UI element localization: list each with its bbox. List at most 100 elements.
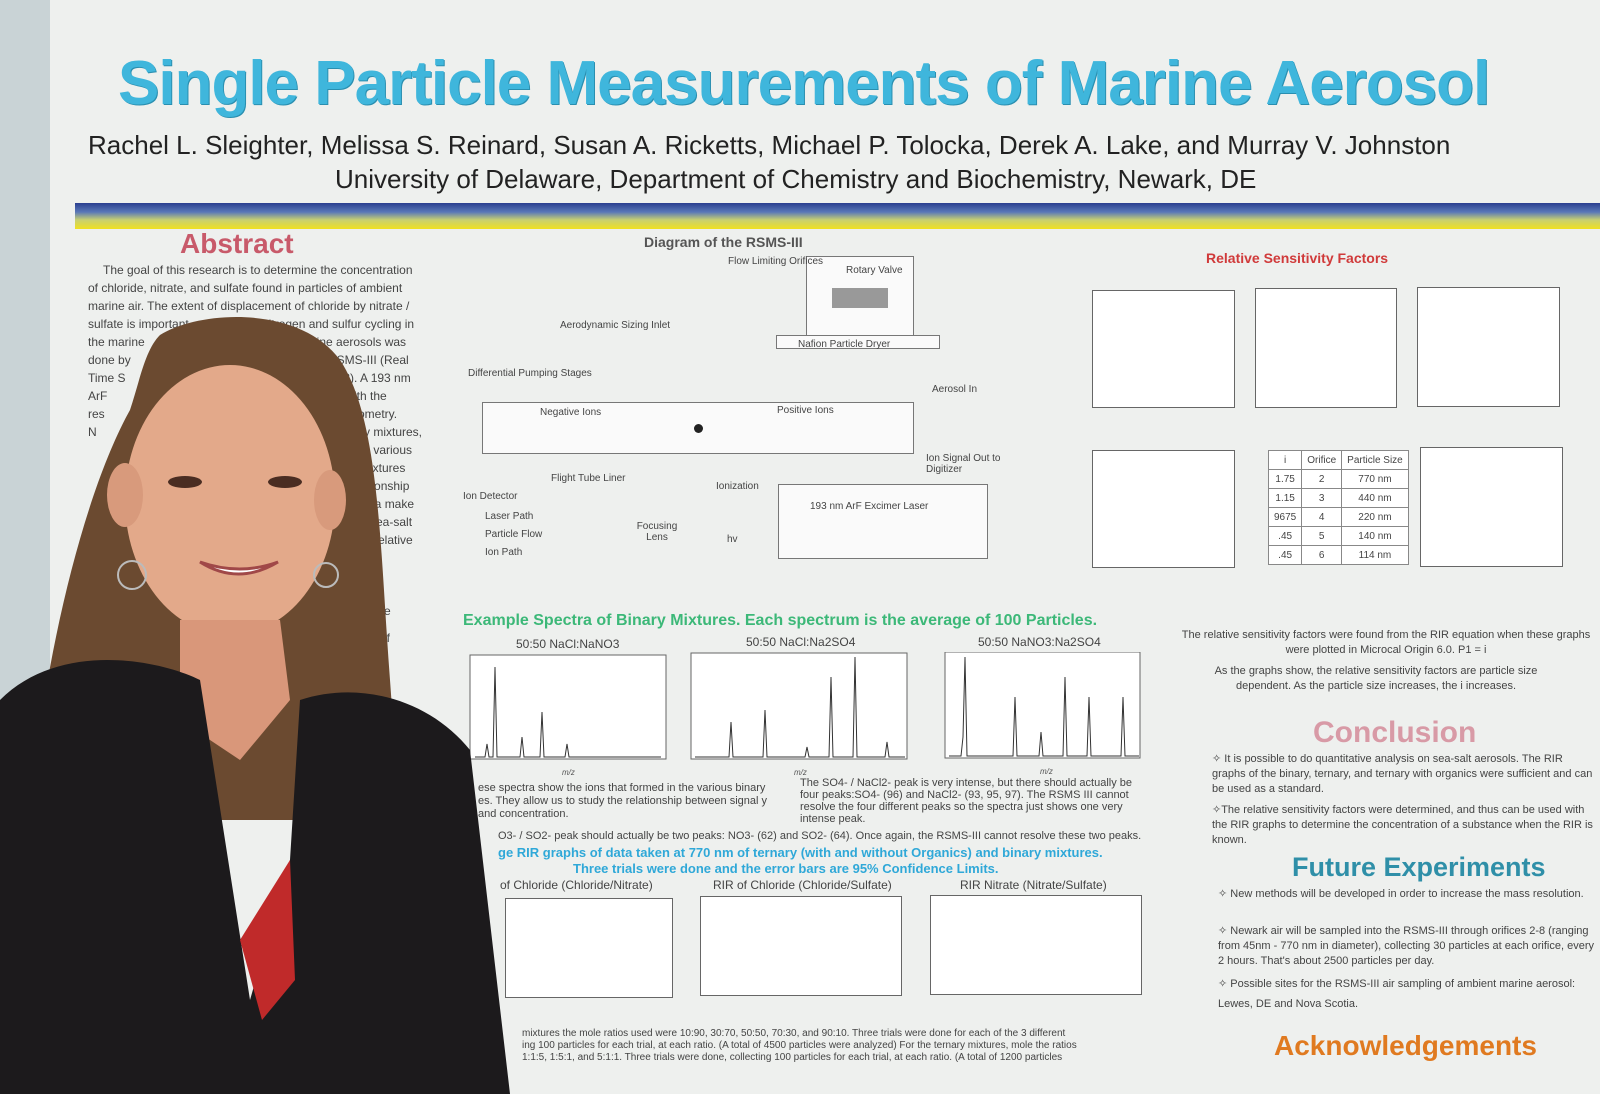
person-photo (0, 317, 510, 1094)
rir-footer: 1:1:5, 1:5:1, and 5:1:1. Three trials we… (522, 1052, 1063, 1063)
ionization-point (694, 424, 703, 433)
rsf-text: The relative sensitivity factors were fo… (1181, 629, 1591, 656)
spectrum-title: 50:50 NaNO3:Na2SO4 (978, 635, 1101, 649)
cell: 5 (1301, 526, 1343, 546)
table-row: 9675 4 220 nm (1267, 507, 1409, 527)
cell: 9675 (1267, 507, 1303, 527)
poster-title: Single Particle Measurements of Marine A… (118, 49, 1490, 118)
cell: 4 (1301, 507, 1343, 527)
rir-title: of Chloride (Chloride/Nitrate) (500, 878, 653, 892)
future-item: ✧ New methods will be developed in order… (1218, 888, 1584, 900)
table-row: 1.15 3 440 nm (1267, 488, 1409, 508)
rsf-plot (1417, 287, 1560, 407)
cell: 220 nm (1341, 507, 1409, 527)
cell: .45 (1267, 545, 1303, 565)
spectra-note: The SO4- / NaCl2- peak is very intense, … (800, 777, 1133, 825)
header-gradient-band (75, 203, 1600, 229)
ear (314, 470, 346, 530)
diagram-label: Differential Pumping Stages (468, 368, 592, 379)
diagram-label: Rotary Valve (846, 265, 903, 276)
table-header: Particle Size (1341, 450, 1409, 470)
rsf-text: As the graphs show, the relative sensiti… (1214, 665, 1538, 692)
rsf-plot (1420, 447, 1563, 567)
abstract-fragment: nitrogen and sulfur cycling in (262, 317, 415, 331)
future-title: Future Experiments (1292, 852, 1546, 882)
abstract-line: The goal of this research is to determin… (103, 263, 413, 277)
abstract-line: of chloride, nitrate, and sulfate found … (88, 281, 403, 295)
abstract-line: marine air. The extent of displacement o… (88, 299, 410, 313)
abstract-fragment: res (88, 407, 105, 421)
diagram-label: Aerodynamic Sizing Inlet (560, 320, 671, 331)
red-top (240, 860, 295, 1020)
spectrum-trace (475, 666, 661, 758)
ear (107, 463, 143, 527)
diagram-label: Positive Ions (777, 405, 834, 416)
cell: 1.15 (1267, 488, 1303, 508)
spectrum-xlabel: m/z (562, 768, 575, 777)
rir-plot (505, 898, 673, 998)
rsf-plot (1255, 288, 1397, 408)
face (125, 365, 335, 635)
rir-heading: Three trials were done and the error bar… (573, 861, 999, 876)
abstract-fragment: sulfate is important (88, 317, 189, 331)
spectrum-frame (944, 652, 1141, 759)
abstract-title: Abstract (180, 228, 294, 259)
spectrum-xlabel: m/z (1040, 767, 1053, 776)
rir-heading: ge RIR graphs of data taken at 770 nm of… (498, 845, 1103, 860)
diagram-label: Ionization (716, 481, 759, 492)
rotary-valve (832, 288, 888, 308)
spectra-note: O3- / SO2- peak should actually be two p… (498, 830, 1142, 842)
diagram-label: Laser Path (485, 511, 534, 522)
conclusion-title: Conclusion (1313, 716, 1477, 749)
table-row: .45 5 140 nm (1267, 526, 1409, 546)
spectrum-title: 50:50 NaCl:NaNO3 (516, 637, 620, 651)
poster-authors: Rachel L. Sleighter, Melissa S. Reinard,… (88, 130, 1451, 160)
cell: 3 (1301, 488, 1343, 508)
rir-title: RIR of Chloride (Chloride/Sulfate) (713, 878, 892, 892)
spectrum-frame (690, 652, 908, 760)
cell: .45 (1267, 526, 1303, 546)
cell: 2 (1301, 469, 1343, 489)
diagram-label: 193 nm ArF Excimer Laser (810, 501, 929, 512)
diagram-title: Diagram of the RSMS-III (644, 234, 803, 250)
table-header: i (1267, 450, 1303, 470)
spectrum-xlabel: m/z (794, 768, 807, 777)
spectrum-trace (695, 656, 905, 758)
diagram-label: Focusing Lens (636, 521, 678, 543)
eye (168, 476, 202, 488)
cell: 1.75 (1267, 469, 1303, 489)
table-row: 1.75 2 770 nm (1267, 469, 1409, 489)
diagram-label: Nafion Particle Dryer (798, 339, 891, 350)
rir-footer: ing 100 particles for each trial, at eac… (522, 1040, 1077, 1051)
laser-box (778, 484, 988, 559)
diagram-label: Particle Flow (485, 529, 543, 540)
rir-title: RIR Nitrate (Nitrate/Sulfate) (960, 878, 1107, 892)
cell: 770 nm (1341, 469, 1409, 489)
cell: 440 nm (1341, 488, 1409, 508)
eye (268, 476, 302, 488)
black-jacket (0, 660, 510, 1094)
future-item: ✧ Newark air will be sampled into the RS… (1218, 925, 1594, 967)
diagram-label: hv (727, 534, 738, 545)
rir-plot (700, 896, 902, 996)
diagram-label: Ion Signal Out to Digitizer (926, 453, 1001, 475)
earring (117, 560, 147, 590)
cell: 140 nm (1341, 526, 1409, 546)
abstract-fragment: the marine (88, 335, 145, 349)
earring (313, 562, 339, 588)
diagram-label: Flow Limiting Orifices (728, 256, 824, 267)
spectra-note: ese spectra show the ions that formed in… (478, 782, 768, 820)
rsf-table: i Orifice Particle Size 1.75 2 770 nm 1.15 3 4… (1267, 450, 1409, 565)
future-item: ✧ Possible sites for the RSMS-III air sa… (1218, 978, 1576, 1010)
diagram-label: Aerosol In (932, 384, 978, 395)
smile (199, 560, 279, 576)
spectrum-trace (949, 656, 1139, 757)
rsf-plot (1092, 450, 1235, 568)
conclusion-item: ✧ It is possible to do quantitative anal… (1212, 753, 1593, 795)
abstract-fragment: N (88, 425, 97, 439)
diagram-label: Flight Tube Liner (551, 473, 626, 484)
nafion-dryer-box (776, 335, 940, 349)
cell: 6 (1301, 545, 1343, 565)
abstract-fragment: Time S (88, 371, 126, 385)
diagram-label: Ion Detector (463, 491, 518, 502)
